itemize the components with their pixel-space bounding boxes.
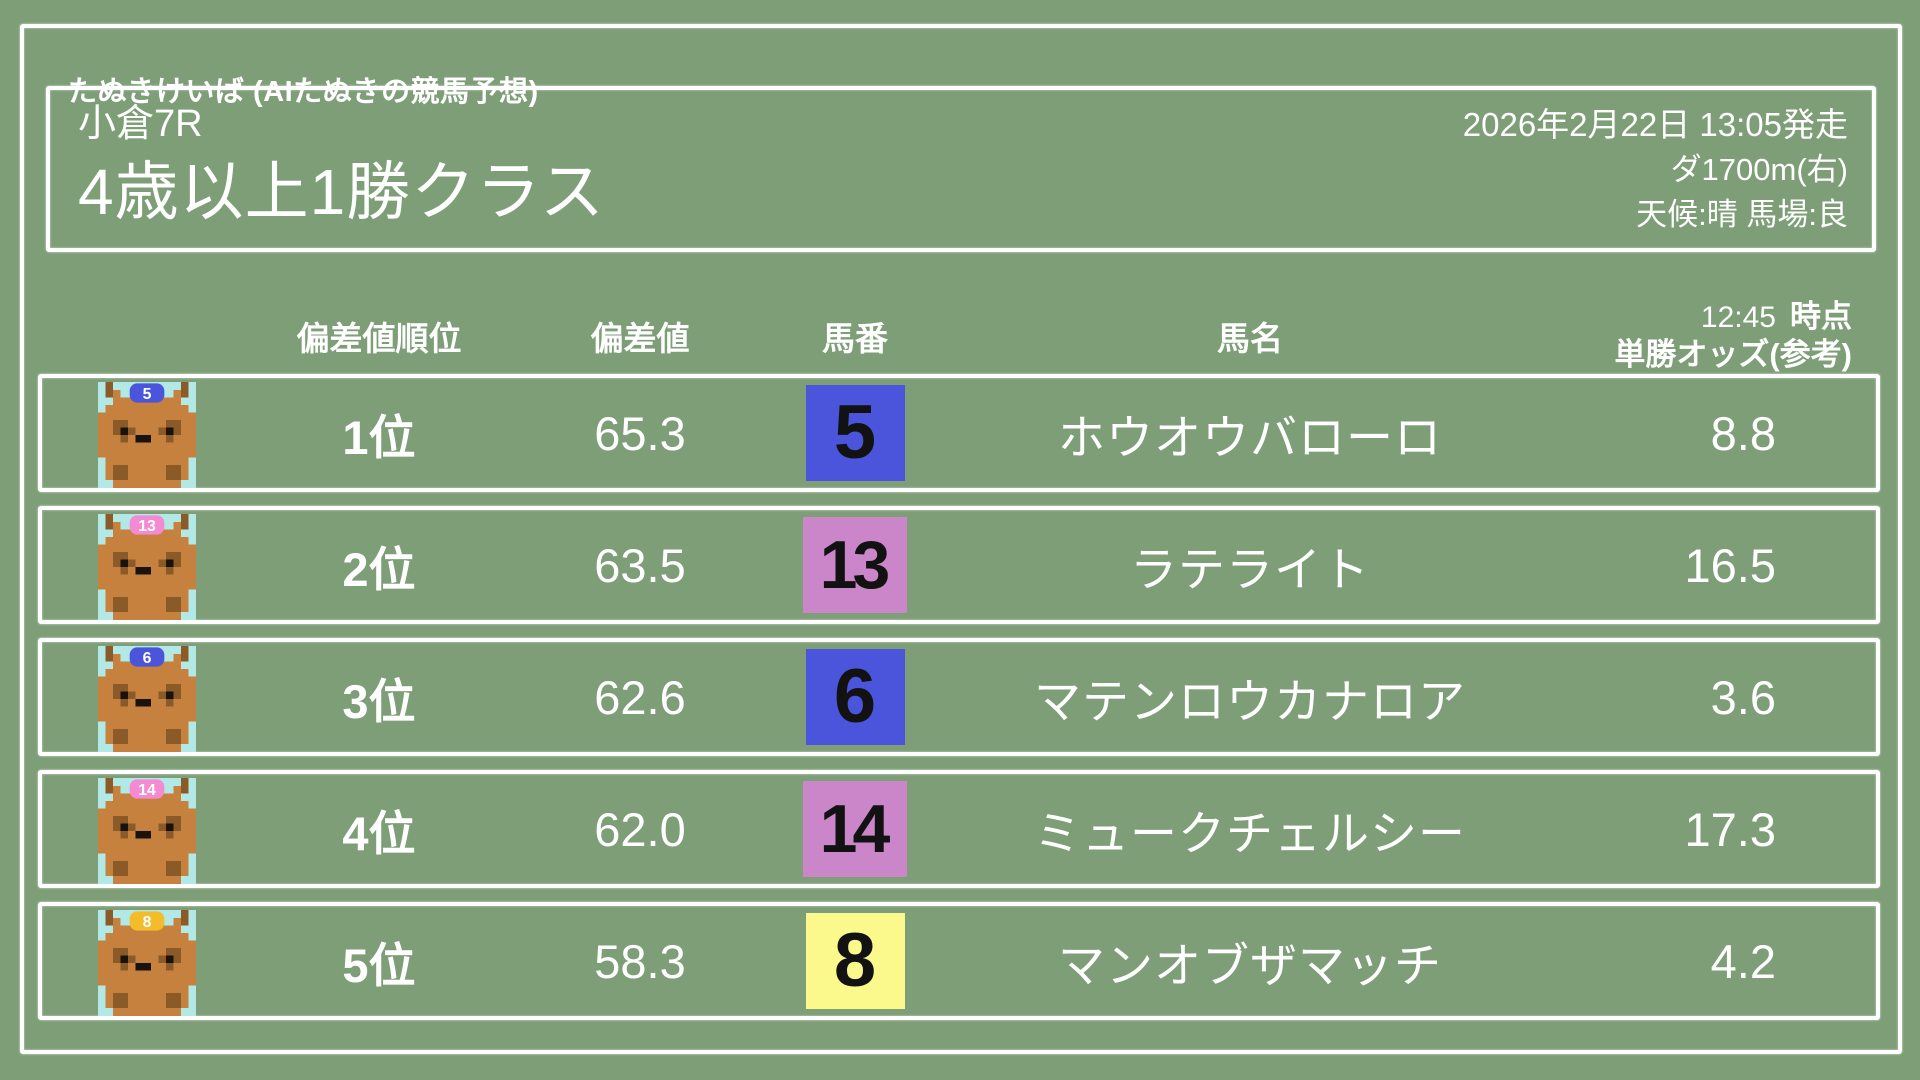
header-number: 馬番 [822, 319, 888, 357]
prediction-row-4: 14 4位 62.0 14 ミュークチェルシー 17.3 [38, 770, 1880, 888]
odds-value: 17.3 [1684, 802, 1776, 856]
prediction-row-2: 13 2位 63.5 13 ラテライト 16.5 [38, 506, 1880, 624]
race-info-right: 2026年2月22日 13:05発走 ダ1700m(右) 天候:晴 馬場:良 [1463, 102, 1848, 237]
deviation-value: 63.5 [594, 538, 686, 592]
horse-number-cell: 13 [730, 517, 980, 613]
horse-name: ホウオウバローロ [1058, 410, 1442, 464]
tanuki-icon: 14 [42, 774, 208, 884]
rank-label: 1位 [342, 410, 416, 464]
horse-number-badge: 6 [805, 649, 905, 745]
race-course: 小倉7R [78, 103, 203, 145]
prediction-row-1: 5 1位 65.3 5 ホウオウバローロ 8.8 [38, 374, 1880, 492]
header-odds-time: 12:45 [1700, 301, 1776, 334]
prediction-row-3: 6 3位 62.6 6 マテンロウカナロア 3.6 [38, 638, 1880, 756]
horse-number-cell: 14 [730, 781, 980, 877]
header-odds-time-suffix: 時点 [1790, 299, 1852, 334]
odds-value: 3.6 [1710, 670, 1776, 724]
horse-number-badge: 14 [803, 781, 907, 877]
svg-text:14: 14 [138, 782, 156, 799]
race-conditions: 天候:晴 馬場:良 [1636, 197, 1848, 232]
svg-text:13: 13 [138, 518, 156, 535]
rank-label: 3位 [342, 674, 416, 728]
svg-text:8: 8 [143, 914, 152, 931]
tanuki-icon: 8 [42, 906, 208, 1016]
rank-label: 5位 [342, 938, 416, 992]
rank-label: 4位 [342, 806, 416, 860]
race-info-box: 小倉7R 4歳以上1勝クラス 2026年2月22日 13:05発走 ダ1700m… [46, 86, 1876, 252]
app-title: たぬきけいば (AIたぬきの競馬予想) [68, 76, 539, 108]
header-rank: 偏差値順位 [296, 319, 462, 357]
header-odds-label: 単勝オッズ(参考) [1614, 337, 1852, 372]
header-deviation: 偏差値 [590, 319, 690, 357]
horse-name: マンオブザマッチ [1058, 938, 1442, 992]
deviation-value: 65.3 [594, 406, 686, 460]
horse-name: ミュークチェルシー [1034, 806, 1466, 860]
tanuki-icon: 13 [42, 510, 208, 620]
header-name: 馬名 [1217, 319, 1283, 357]
svg-text:6: 6 [143, 650, 152, 667]
race-distance: ダ1700m(右) [1670, 152, 1848, 187]
odds-value: 8.8 [1710, 406, 1776, 460]
deviation-value: 62.0 [594, 802, 686, 856]
horse-name: マテンロウカナロア [1034, 674, 1466, 728]
tanuki-icon: 6 [42, 642, 208, 752]
rank-label: 2位 [342, 542, 416, 596]
svg-text:5: 5 [143, 386, 152, 403]
race-class-title: 4歳以上1勝クラス [78, 156, 605, 228]
horse-name: ラテライト [1130, 542, 1370, 596]
prediction-row-5: 8 5位 58.3 8 マンオブザマッチ 4.2 [38, 902, 1880, 1020]
odds-value: 16.5 [1684, 538, 1776, 592]
horse-number-badge: 5 [805, 385, 905, 481]
odds-value: 4.2 [1710, 934, 1776, 988]
tanuki-icon: 5 [42, 378, 208, 488]
deviation-value: 58.3 [594, 934, 686, 988]
outer-frame: たぬきけいば (AIたぬきの競馬予想) [20, 24, 1902, 1054]
horse-number-badge: 8 [805, 913, 905, 1009]
header-odds-time-line: 12:45 時点 [1520, 298, 1852, 336]
horse-number-cell: 6 [730, 649, 980, 745]
race-start-time: 2026年2月22日 13:05発走 [1462, 106, 1848, 143]
race-info-left: 小倉7R 4歳以上1勝クラス [78, 98, 605, 234]
header-odds: 12:45 時点 単勝オッズ(参考) [1520, 298, 1880, 373]
prediction-rows: 5 1位 65.3 5 ホウオウバローロ 8.8 13 2位 63.5 13 ラ… [38, 374, 1880, 1034]
horse-number-cell: 5 [730, 385, 980, 481]
table-header: 偏差値順位 偏差値 馬番 馬名 12:45 時点 単勝オッズ(参考) [38, 298, 1880, 372]
horse-number-cell: 8 [730, 913, 980, 1009]
deviation-value: 62.6 [594, 670, 686, 724]
horse-number-badge: 13 [803, 517, 907, 613]
